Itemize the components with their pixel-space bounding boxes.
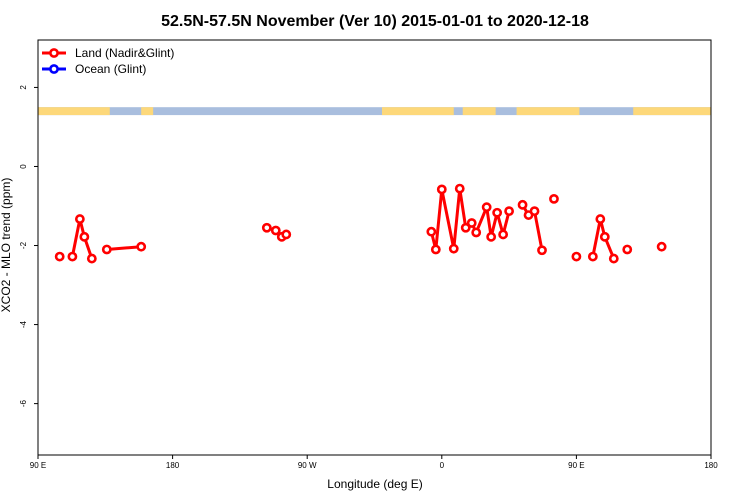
data-point (454, 183, 465, 194)
x-tick-label: 180 (704, 461, 718, 470)
chart-title: 52.5N-57.5N November (Ver 10) 2015-01-01… (161, 13, 589, 30)
data-point (466, 218, 477, 228)
x-tick-label: 90 E (568, 461, 584, 470)
data-point (261, 222, 272, 233)
y-axis-label: XCO2 - MLO trend (ppm) (0, 178, 13, 313)
data-point (656, 241, 667, 252)
land-band (141, 107, 154, 116)
plot-frame (37, 39, 712, 456)
data-point (86, 253, 97, 264)
data-point (79, 231, 90, 242)
x-tick-label: 180 (166, 461, 180, 470)
land-band (38, 107, 110, 116)
legend: Land (Nadir&Glint) Ocean (Glint) (42, 46, 174, 76)
y-tick-label: -4 (19, 320, 28, 328)
data-point (74, 214, 85, 224)
plot-border (37, 39, 712, 456)
data-point (517, 199, 528, 210)
data-point (426, 226, 437, 237)
y-tick-label: -6 (19, 400, 28, 408)
x-tick-label: 90 W (298, 461, 317, 470)
x-tick-label: 90 E (30, 461, 46, 470)
data-point (492, 207, 503, 218)
data-point (549, 193, 559, 204)
series-line (106, 245, 142, 251)
y-tick-label: -2 (19, 241, 28, 249)
data-point (54, 251, 65, 262)
x-tick-label: 0 (440, 461, 445, 470)
land-band (516, 107, 580, 116)
data-point (136, 241, 147, 252)
data-point (270, 225, 281, 236)
land-band (381, 107, 454, 116)
x-axis-label: Longitude (deg E) (327, 477, 422, 491)
land-band (462, 107, 496, 116)
data-point (481, 202, 492, 213)
data-point (281, 229, 292, 240)
legend-label: Land (Nadir&Glint) (75, 46, 174, 60)
data-point (571, 251, 582, 262)
data-point (67, 251, 78, 262)
data-point (101, 244, 112, 255)
data-point (608, 253, 619, 264)
series-layer (54, 183, 667, 264)
y-tick-label: 2 (19, 85, 28, 90)
data-point (460, 222, 471, 233)
y-axis: 2 0 -2 -4 -6 (19, 85, 38, 408)
data-point (595, 214, 606, 224)
data-point (436, 184, 447, 195)
data-point (529, 206, 540, 217)
y-tick-label: 0 (19, 164, 28, 169)
series-line (591, 217, 616, 260)
data-point (486, 231, 497, 242)
data-point (587, 251, 598, 262)
data-point (448, 243, 459, 254)
data-point (599, 231, 610, 242)
land-ocean-strip (38, 107, 711, 116)
data-point (471, 227, 482, 238)
legend-marker (49, 48, 59, 58)
legend-marker (49, 64, 59, 74)
data-point (504, 206, 514, 217)
data-point (430, 244, 441, 255)
x-axis: 90 E 180 90 W 0 90 E 180 (30, 455, 718, 470)
data-point (498, 229, 509, 240)
legend-label: Ocean (Glint) (75, 62, 146, 76)
data-point (537, 245, 547, 256)
land-band (633, 107, 711, 116)
ocean-band (38, 107, 711, 116)
data-point (622, 244, 633, 255)
series-line (70, 217, 94, 260)
